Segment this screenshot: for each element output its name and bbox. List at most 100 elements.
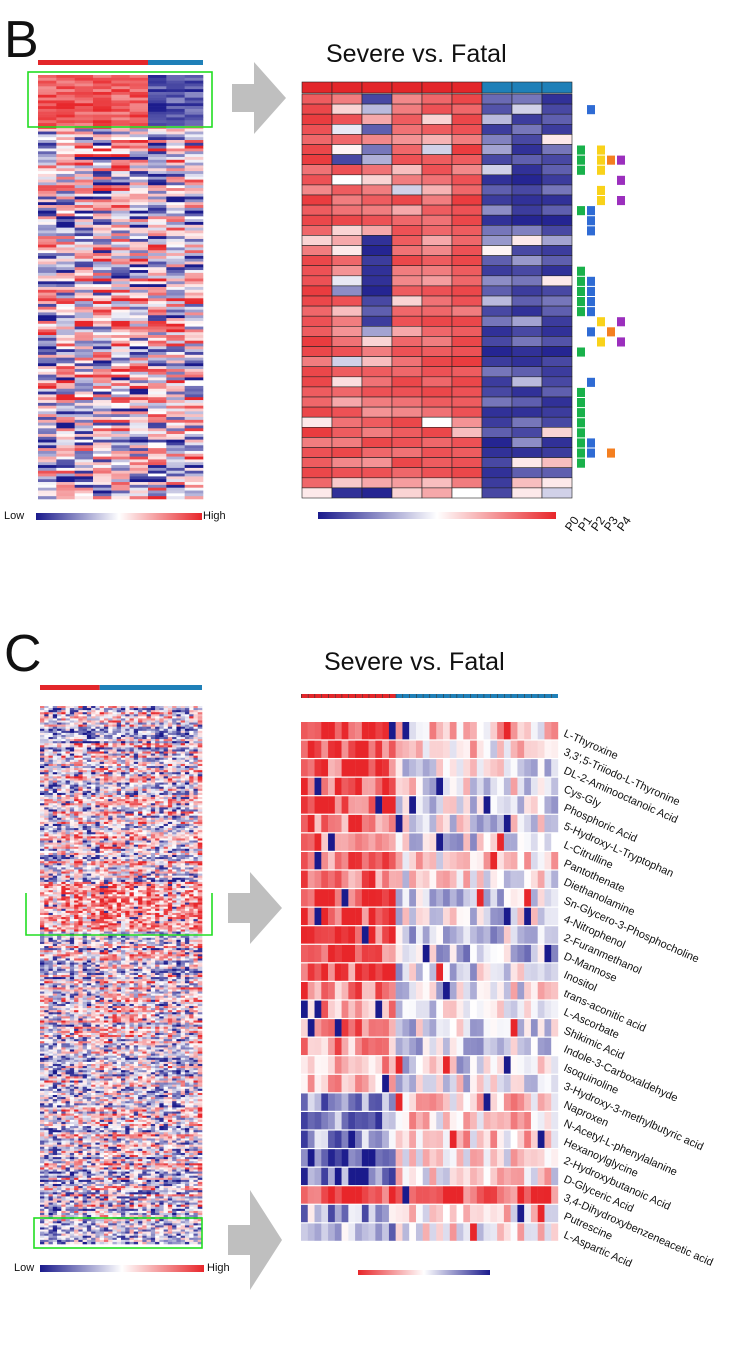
panel-b-overview-cell	[56, 241, 75, 245]
panel-b-overview-cell	[38, 213, 57, 217]
panel-c-overview-cell	[103, 832, 109, 835]
panel-b-overview-cell	[111, 436, 130, 440]
panel-c-overview-cell	[159, 776, 164, 779]
panel-b-overview-cell	[93, 374, 112, 378]
panel-b-overview-cell	[148, 179, 167, 183]
panel-c-overview-cell	[176, 726, 181, 730]
panel-b-overview-cell	[148, 196, 167, 200]
panel-b-zoom-cell	[541, 487, 573, 499]
panel-c-overview-cell	[48, 836, 54, 839]
panel-b-overview-cell	[129, 154, 149, 158]
panel-c-overview-cell	[86, 797, 92, 800]
panel-c-overview-cell	[146, 844, 152, 848]
panel-b-overview-cell	[148, 86, 167, 90]
panel-c-overview-cell	[116, 838, 122, 841]
panel-c-overview-cell	[74, 718, 79, 721]
panel-b-overview-cell	[93, 75, 112, 79]
panel-b-overview-cell	[93, 482, 112, 486]
panel-b-zoom-cell	[451, 346, 483, 357]
panel-c-overview-cell	[129, 834, 135, 837]
panel-b-overview-cell	[111, 397, 130, 401]
panel-c-overview-cell	[103, 805, 109, 808]
panel-c-overview-cell	[65, 737, 71, 740]
panel-c-overview-cell	[95, 846, 100, 850]
panel-c-overview-cell	[159, 848, 164, 852]
panel-c-overview-cell	[40, 811, 45, 814]
panel-c-overview-cell	[150, 774, 156, 777]
panel-c-overview-cell	[193, 792, 199, 796]
panel-c-overview-cell	[108, 799, 113, 802]
panel-b-overview-cell	[148, 352, 167, 356]
panel-c-overview-cell	[65, 854, 71, 858]
panel-c-overview-cell	[150, 747, 156, 750]
panel-b-zoom-cell	[361, 265, 393, 277]
panel-c-overview-cell	[116, 759, 122, 763]
panel-c-overview-cell	[82, 774, 88, 777]
panel-c-overview-cell	[133, 805, 139, 808]
panel-c-overview-cell	[180, 757, 186, 761]
panel-c-overview-cell	[121, 726, 126, 730]
panel-b-overview-cell	[56, 298, 75, 302]
panel-c-overview-cell	[189, 732, 194, 736]
panel-b-overview-cell	[166, 476, 185, 480]
panel-b-zoom-cell	[451, 235, 483, 246]
panel-b-zoom-cell	[391, 275, 423, 287]
panel-b-zoom-cell	[511, 265, 543, 277]
panel-b-zoom-cell	[511, 336, 543, 347]
panel-b-overview-cell	[38, 131, 57, 135]
panel-c-overview-cell	[155, 826, 160, 829]
panel-c-overview-cell	[138, 734, 143, 738]
panel-c-overview-cell	[95, 869, 100, 872]
panel-c-overview-cell	[167, 732, 173, 736]
panel-c-overview-cell	[142, 832, 147, 835]
panel-c-overview-cell	[125, 772, 130, 775]
panel-b-overview-cell	[129, 397, 149, 401]
panel-b-overview-cell	[74, 253, 94, 257]
panel-b-overview-cell	[129, 210, 149, 214]
panel-c-overview-cell	[61, 745, 66, 748]
panel-b-overview-cell	[93, 349, 112, 353]
panel-c-overview-cell	[69, 712, 75, 715]
panel-c-overview-cell	[95, 751, 100, 754]
panel-c-overview-cell	[121, 734, 126, 738]
panel-c-overview-cell	[163, 826, 169, 829]
panel-c-overview-cell	[48, 757, 54, 761]
panel-b-overview-cell	[129, 281, 149, 285]
panel-c-overview-cell	[65, 782, 71, 785]
panel-c-overview-cell	[197, 834, 203, 837]
panel-c-overview-cell	[44, 747, 49, 750]
panel-c-overview-cell	[159, 774, 164, 777]
panel-b-overview-cell	[56, 366, 75, 370]
panel-c-overview-cell	[138, 875, 143, 879]
panel-c-overview-cell	[74, 821, 79, 825]
panel-b-overview-cell	[129, 117, 149, 121]
panel-c-overview-cell	[116, 794, 122, 798]
panel-b-overview-cell	[129, 241, 149, 245]
panel-c-overview-cell	[40, 706, 45, 709]
panel-b-overview-cell	[111, 453, 130, 457]
panel-b-overview-cell	[56, 360, 75, 364]
panel-c-overview-cell	[108, 732, 113, 736]
panel-b-zoom-cell	[301, 376, 333, 388]
panel-c-overview-cell	[74, 805, 79, 808]
panel-c-overview-cell	[86, 873, 92, 876]
panel-c-overview-cell	[138, 786, 143, 790]
panel-b-zoom-cell	[481, 336, 513, 347]
panel-c-overview-cell	[44, 751, 49, 754]
panel-b-overview-cell	[111, 188, 130, 192]
panel-c-overview-cell	[180, 763, 186, 767]
panel-c-overview-cell	[69, 749, 75, 752]
panel-c-overview-cell	[65, 840, 71, 843]
panel-c-overview-cell	[48, 759, 54, 763]
panel-b-overview-cell	[148, 360, 167, 364]
panel-c-overview-cell	[133, 826, 139, 829]
panel-b-zoom-cell	[331, 154, 363, 166]
panel-b-overview-cell	[38, 414, 57, 418]
panel-c-overview-cell	[176, 730, 181, 734]
panel-c-overview-cell	[163, 797, 169, 800]
panel-c-overview-cell	[74, 817, 79, 821]
panel-b-overview-cell	[111, 487, 130, 491]
panel-c-overview-cell	[193, 877, 199, 881]
panel-c-overview-cell	[91, 778, 96, 781]
panel-c-overview-cell	[176, 805, 181, 808]
